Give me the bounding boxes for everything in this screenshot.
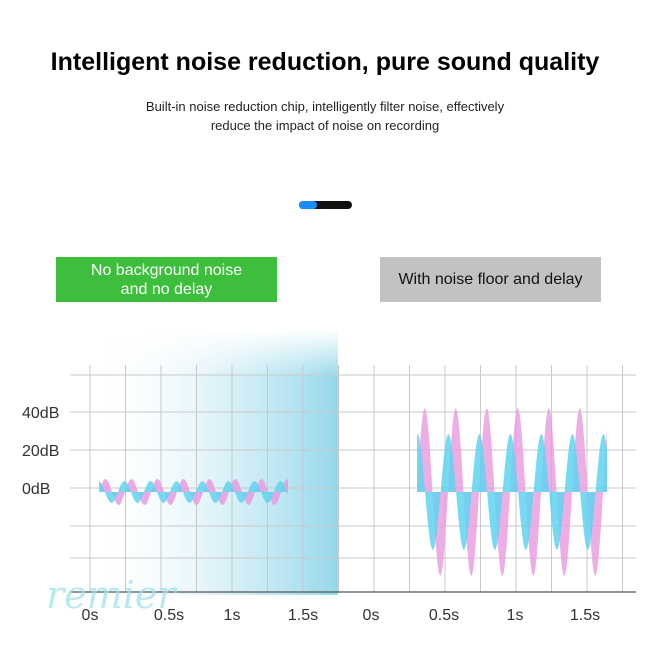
no-noise-label: No background noise and no delay [56,257,277,302]
subtitle-line-1: Built-in noise reduction chip, intellige… [145,99,505,114]
carousel-indicator[interactable] [299,201,352,209]
y-tick-label: 20dB [22,443,59,460]
subtitle-line-2: reduce the impact of noise on recording [210,118,440,133]
no-noise-label-line1: No background noise [90,261,243,279]
x-tick-label: 1.5s [570,607,600,624]
x-tick-label: 0s [363,607,380,624]
noise-floor-label: With noise floor and delay [380,257,601,302]
carousel-active-dot[interactable] [299,201,317,209]
x-tick-label: 1.5s [288,607,318,624]
x-tick-label: 0s [82,607,99,624]
headline: Intelligent noise reduction, pure sound … [50,48,600,76]
x-tick-label: 1s [507,607,524,624]
y-tick-label: 40dB [22,405,59,422]
no-noise-label-line2: and no delay [120,280,213,298]
y-tick-label: 0dB [22,481,50,498]
x-tick-label: 0.5s [429,607,459,624]
x-tick-label: 1s [224,607,241,624]
clean-wave-cyan [99,481,288,503]
noisy-wave-cyan [417,434,607,550]
waveform-comparison-figure: 40dB 20dB 0dB 0s 0.5s 1s 1.5s 0s 0.5s 1s… [22,330,636,624]
waves [99,408,607,576]
x-tick-label: 0.5s [154,607,184,624]
